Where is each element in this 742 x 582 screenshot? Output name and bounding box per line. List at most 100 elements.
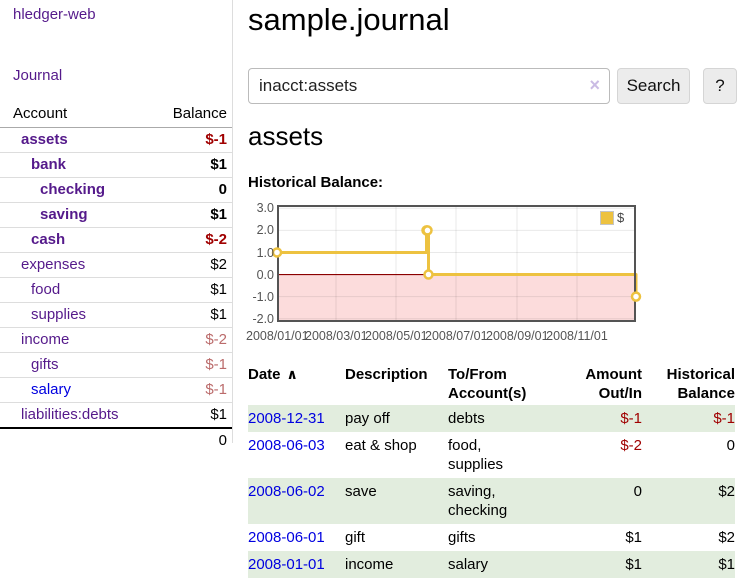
account-row: salary $-1 <box>0 377 232 403</box>
transaction-date-link[interactable]: 2008-01-01 <box>248 556 325 573</box>
y-tick-label: 3.0 <box>256 201 274 216</box>
sort-ascending-icon[interactable]: ∧ <box>286 366 298 382</box>
sidebar: hledger-web Journal Account Balance asse… <box>0 0 233 452</box>
legend-label: $ <box>617 210 625 225</box>
transaction-accounts: gifts <box>448 529 476 546</box>
account-row: expenses $2 <box>0 252 232 278</box>
historical-balance-chart[interactable]: $ 3.0 2.0 1.0 0.0 -1.0 -2.0 2008/01/01 2008/03/… <box>246 199 668 347</box>
chart-point <box>271 247 283 258</box>
accounts-col-balance: Balance <box>154 103 232 128</box>
register-row: 2008-06-02 save saving, checking 0 $2 <box>248 478 735 524</box>
account-balance: $2 <box>154 252 232 278</box>
page-title: sample.journal <box>248 2 450 37</box>
search-form: × Search ? <box>248 68 737 104</box>
transaction-balance: $1 <box>718 556 735 573</box>
account-link-salary[interactable]: salary <box>31 381 72 398</box>
account-link-assets[interactable]: assets <box>21 131 68 148</box>
transaction-amount: 0 <box>633 483 642 500</box>
account-row: supplies $1 <box>0 302 232 328</box>
transaction-date-link[interactable]: 2008-06-03 <box>248 437 325 454</box>
help-button[interactable]: ? <box>703 68 737 104</box>
account-link-expenses[interactable]: expenses <box>21 256 86 273</box>
transaction-accounts: salary <box>448 556 489 573</box>
transaction-description: income <box>345 556 394 573</box>
account-row: cash $-2 <box>0 227 232 253</box>
chart-legend: $ <box>600 210 624 225</box>
account-row: checking 0 <box>0 177 232 203</box>
account-link-liabilities-debts[interactable]: liabilities:debts <box>21 406 119 423</box>
y-tick-label: 0.0 <box>256 267 274 282</box>
account-balance: $-1 <box>154 352 232 378</box>
transaction-balance: $2 <box>718 529 735 546</box>
register-row: 2008-01-01 income salary $1 $1 <box>248 551 735 578</box>
register-col-balance: Historical Balance <box>666 366 735 402</box>
register-col-accounts: To/From Account(s) <box>448 366 527 402</box>
account-link-food[interactable]: food <box>31 281 61 298</box>
register-table: Date ∧ Description To/From Account(s) Amount… <box>248 363 735 578</box>
transaction-amount: $1 <box>625 556 642 573</box>
register-col-amount: Amount Out/In <box>585 366 642 402</box>
clear-search-icon[interactable]: × <box>589 75 600 95</box>
transaction-description: gift <box>345 529 366 546</box>
account-link-bank[interactable]: bank <box>31 156 67 173</box>
chart-border <box>277 205 636 322</box>
register-header-row: Date ∧ Description To/From Account(s) Amount… <box>248 363 735 405</box>
transaction-accounts: food, supplies <box>448 437 504 473</box>
account-link-gifts[interactable]: gifts <box>31 356 59 373</box>
account-row: bank $1 <box>0 152 232 178</box>
transaction-date-link[interactable]: 2008-06-01 <box>248 529 325 546</box>
x-tick-label: 2008/07/01 <box>425 329 488 343</box>
transaction-accounts: debts <box>448 410 485 427</box>
x-tick-label: 2008/01/01 <box>246 329 309 343</box>
transaction-amount: $-1 <box>620 410 642 427</box>
transaction-amount: $1 <box>625 529 642 546</box>
account-balance: $1 <box>154 402 232 428</box>
sidebar-item-journal[interactable]: Journal <box>13 67 63 84</box>
transaction-accounts: saving, checking <box>448 483 508 519</box>
x-tick-label: 2008/11/01 <box>546 329 608 343</box>
account-balance: $-2 <box>154 227 232 253</box>
legend-swatch-icon <box>600 210 614 225</box>
y-tick-label: -2.0 <box>252 311 274 326</box>
negative-region <box>277 274 636 322</box>
account-link-supplies[interactable]: supplies <box>31 306 87 323</box>
main-content: sample.journal × Search ? assets Histori… <box>246 0 742 582</box>
account-row: income $-2 <box>0 327 232 353</box>
y-tick-label: 2.0 <box>256 223 274 238</box>
search-input[interactable] <box>248 68 610 104</box>
app-brand-link[interactable]: hledger-web <box>13 6 96 23</box>
account-balance: $1 <box>154 277 232 303</box>
account-link-cash[interactable]: cash <box>31 231 66 248</box>
account-balance: $-1 <box>205 131 227 148</box>
account-balance: $1 <box>154 202 232 228</box>
chart-point <box>423 269 434 280</box>
account-balance: 0 <box>154 177 232 203</box>
search-button[interactable]: Search <box>617 68 690 104</box>
register-col-date[interactable]: Date ∧ <box>248 366 298 383</box>
transaction-date-link[interactable]: 2008-12-31 <box>248 410 325 427</box>
chart-point <box>422 225 433 236</box>
account-link-checking[interactable]: checking <box>40 181 106 198</box>
chart-plot-area[interactable] <box>271 205 642 322</box>
accounts-total-row: 0 <box>0 427 232 452</box>
account-row: liabilities:debts $1 <box>0 402 232 428</box>
y-tick-label: 1.0 <box>256 245 274 260</box>
register-col-description: Description <box>345 366 428 383</box>
account-row: food $1 <box>0 277 232 303</box>
account-link-saving[interactable]: saving <box>40 206 88 223</box>
account-balance: $-2 <box>154 327 232 353</box>
chart-title: Historical Balance: <box>248 174 384 191</box>
transaction-date-link[interactable]: 2008-06-02 <box>248 483 325 500</box>
transaction-description: pay off <box>345 410 390 427</box>
y-tick-label: -1.0 <box>252 289 274 304</box>
transaction-amount: $-2 <box>620 437 642 454</box>
account-row: assets $-1 <box>0 128 232 153</box>
chart-point <box>630 291 642 302</box>
register-row: 2008-06-03 eat & shop food, supplies $-2 0 <box>248 432 735 478</box>
transaction-balance: 0 <box>726 437 735 454</box>
accounts-table: Account Balance assets $-1 bank $1 checking 0… <box>0 103 232 452</box>
account-link-income[interactable]: income <box>21 331 70 348</box>
account-balance: $1 <box>154 152 232 178</box>
transaction-description: save <box>345 483 377 500</box>
accounts-col-account: Account <box>0 103 155 128</box>
